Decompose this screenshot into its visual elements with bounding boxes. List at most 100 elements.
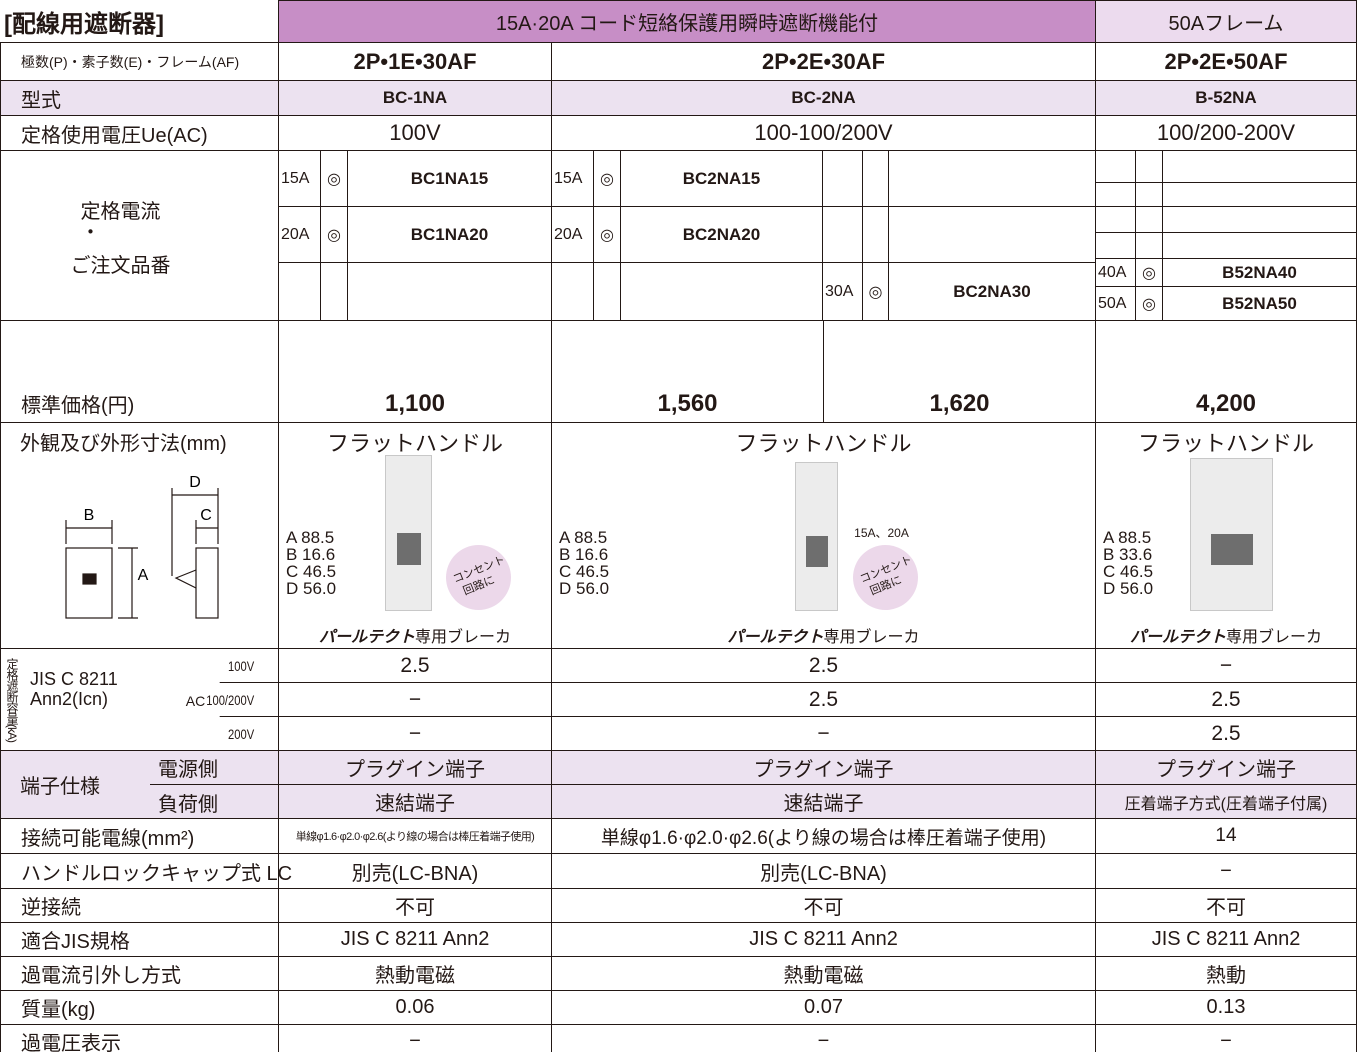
- diagram-lines: [65, 488, 219, 619]
- dimension: B 16.6: [559, 544, 609, 564]
- spec-value: 2P•2E•30AF: [551, 42, 1096, 81]
- dimension-diagram: B DC A: [65, 474, 219, 619]
- breaking-value: 2.5: [1095, 716, 1357, 751]
- spec-value: 圧着端子方式(圧着端子付属): [1095, 784, 1357, 819]
- diagram-label: D: [189, 474, 201, 491]
- row-label: 定格電流: [80, 201, 161, 223]
- order-code: BC2NA20: [620, 206, 823, 263]
- row-label: AC: [185, 692, 206, 709]
- order-rating: [822, 150, 863, 207]
- breaking-value: 2.5: [278, 648, 552, 683]
- brand-text: 専用ブレーカ: [1226, 628, 1323, 646]
- dimension: A 88.5: [286, 527, 335, 547]
- spec-value: JIS C 8211 Ann2: [1095, 922, 1357, 957]
- order-rating: [1095, 182, 1136, 207]
- spec-value: 速結端子: [551, 784, 1096, 819]
- row-label: 極数(P)・素子数(E)・フレーム(AF): [0, 42, 279, 81]
- order-rating: 20A: [551, 206, 594, 263]
- spec-value: 熱動: [1095, 956, 1357, 991]
- row-label: 負荷側: [150, 784, 279, 819]
- order-mark: [320, 262, 348, 321]
- spec-value: 100-100/200V: [551, 115, 1096, 151]
- row-label: 質量(kg): [0, 990, 279, 1025]
- spec-value: プラグイン端子: [278, 750, 552, 785]
- row-label: 外観及び外形寸法(mm): [20, 433, 227, 455]
- order-mark: ◎: [593, 150, 621, 207]
- row-label: 標準価格(円): [0, 320, 279, 423]
- order-rating: 30A: [822, 262, 863, 321]
- dimension: D 56.0: [1103, 578, 1154, 598]
- product-handle: [396, 532, 421, 565]
- order-rating: 40A: [1095, 258, 1136, 287]
- spec-value: プラグイン端子: [1095, 750, 1357, 785]
- breaking-value: −: [1095, 648, 1357, 683]
- order-rating: [278, 262, 321, 321]
- group-header: 50Aフレーム: [1095, 0, 1357, 43]
- spec-value: 別売(LC-BNA): [551, 853, 1096, 889]
- spec-value: 不可: [1095, 888, 1357, 923]
- order-mark: ◎: [320, 150, 348, 207]
- spec-value: 0.07: [551, 990, 1096, 1025]
- spec-value: 0.06: [278, 990, 552, 1025]
- order-code: BC2NA15: [620, 150, 823, 207]
- order-rating: [551, 262, 594, 321]
- order-rating: [1095, 232, 1136, 259]
- spec-value: 単線φ1.6·φ2.0·φ2.6(より線の場合は棒圧着端子使用): [278, 818, 552, 854]
- spec-value: 14: [1095, 818, 1357, 854]
- row-label: JIS C 8211: [30, 669, 118, 689]
- spec-value: 100V: [278, 115, 552, 151]
- product-handle: [1210, 534, 1253, 566]
- breaking-value: 2.5: [551, 648, 1096, 683]
- row-label: 型式: [0, 80, 279, 116]
- order-code: [1162, 182, 1357, 207]
- spec-value: 2P•1E•30AF: [278, 42, 552, 81]
- handle-type: フラットハンドル: [326, 430, 503, 456]
- order-rating: 50A: [1095, 286, 1136, 321]
- brand-text: パールテクト: [1129, 628, 1226, 646]
- spec-value: JIS C 8211 Ann2: [551, 922, 1096, 957]
- order-rating: 15A: [551, 150, 594, 207]
- order-code: [1162, 150, 1357, 183]
- spec-value: 単線φ1.6·φ2.0·φ2.6(より線の場合は棒圧着端子使用): [551, 818, 1096, 854]
- row-label: 過電圧表示: [0, 1024, 279, 1052]
- order-code: [1162, 206, 1357, 233]
- dimension: A 88.5: [559, 527, 608, 547]
- dimension: C 46.5: [559, 561, 610, 581]
- order-mark: ◎: [862, 262, 889, 321]
- order-code: B52NA50: [1162, 286, 1357, 321]
- spec-value: 別売(LC-BNA): [278, 853, 552, 889]
- order-code: [1162, 232, 1357, 259]
- badge: [446, 545, 511, 610]
- spec-value: BC-2NA: [551, 80, 1096, 116]
- breaking-value: −: [278, 716, 552, 751]
- order-code: B52NA40: [1162, 258, 1357, 287]
- spec-value: 速結端子: [278, 784, 552, 819]
- dimension: A 88.5: [1103, 527, 1152, 547]
- dimension: B 33.6: [1103, 544, 1153, 564]
- order-mark: ◎: [1135, 258, 1163, 287]
- spec-value: 0.13: [1095, 990, 1357, 1025]
- handle-type: フラットハンドル: [735, 430, 912, 456]
- row-label: 電源側: [158, 759, 218, 781]
- brand-text: パールテクト: [727, 628, 824, 646]
- spec-value: プラグイン端子: [551, 750, 1096, 785]
- order-rating: [822, 206, 863, 263]
- breaking-value: 2.5: [1095, 682, 1357, 717]
- spec-value: 熱動電磁: [551, 956, 1096, 991]
- product-handle: [805, 536, 828, 567]
- voltage-label: 100/200V: [206, 682, 279, 717]
- order-mark: [1135, 150, 1163, 183]
- row-label: Ann2(Icn): [30, 689, 109, 709]
- table-title: [配線用遮断器]: [4, 11, 164, 38]
- order-rating: 20A: [278, 206, 321, 263]
- row-label: 端子仕様: [20, 776, 100, 798]
- order-mark: [862, 206, 889, 263]
- spec-value: −: [278, 1024, 552, 1052]
- dimension: C 46.5: [286, 561, 337, 581]
- order-code: [888, 150, 1096, 207]
- spec-value: 不可: [551, 888, 1096, 923]
- row-label: 接続可能電線(mm²): [0, 818, 279, 854]
- order-mark: [1135, 182, 1163, 207]
- spec-value: 100/200-200V: [1095, 115, 1357, 151]
- order-mark: [862, 150, 889, 207]
